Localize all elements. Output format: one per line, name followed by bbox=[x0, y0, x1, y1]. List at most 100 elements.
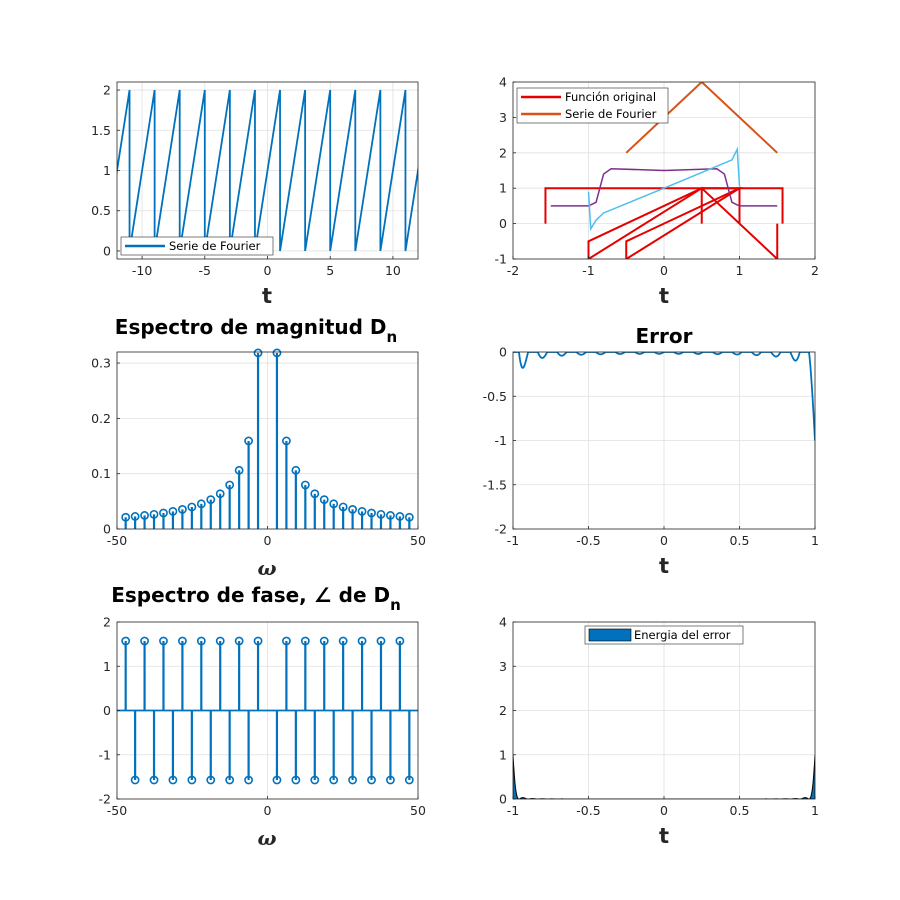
stem-marker bbox=[329, 775, 339, 785]
stem-marker bbox=[140, 511, 149, 520]
stem-marker bbox=[395, 636, 405, 646]
legend-entry: Serie de Fourier bbox=[169, 239, 261, 253]
x-tick-label: 5 bbox=[326, 263, 334, 278]
stem-marker bbox=[310, 489, 320, 499]
title-subscript: n bbox=[390, 596, 401, 614]
plot-area bbox=[544, 82, 784, 259]
stem-marker bbox=[300, 636, 310, 646]
stem-marker bbox=[234, 636, 244, 646]
x-tick-label: -50 bbox=[107, 803, 127, 818]
stem-marker bbox=[272, 775, 282, 785]
legend: Energia del error bbox=[584, 625, 744, 645]
legend: Serie de Fourier bbox=[120, 236, 274, 256]
stem-marker bbox=[376, 509, 386, 519]
series-line-1 bbox=[587, 186, 779, 259]
y-tick-label: 0.1 bbox=[91, 466, 111, 481]
stem-marker bbox=[234, 465, 244, 475]
legend-entry: Serie de Fourier bbox=[565, 107, 657, 121]
stem-marker bbox=[215, 489, 225, 499]
stem-marker bbox=[140, 636, 149, 646]
stem-marker bbox=[196, 499, 206, 509]
y-tick-label: -1 bbox=[495, 433, 507, 448]
panel-energia: -1 -0.5 0 0.5 1 0 1 2 3 4 t Energia del error bbox=[499, 615, 819, 849]
y-tick-label: 0 bbox=[103, 703, 111, 718]
x-tick-label: -50 bbox=[107, 533, 127, 548]
stem-marker bbox=[367, 775, 376, 785]
x-tick-label: 0.5 bbox=[730, 803, 750, 818]
y-tick-label: 1 bbox=[499, 747, 507, 762]
stem-marker bbox=[282, 636, 291, 646]
stem-marker bbox=[338, 636, 348, 646]
stem-marker bbox=[329, 499, 339, 509]
legend: Función original Serie de Fourier bbox=[516, 87, 669, 124]
legend-entry: Energia del error bbox=[634, 628, 731, 642]
stem-marker bbox=[244, 436, 253, 446]
chart-title: Espectro de magnitud Dn bbox=[115, 315, 397, 346]
x-tick-label: 0 bbox=[264, 263, 272, 278]
stem-marker bbox=[395, 512, 405, 521]
stem-marker bbox=[404, 512, 414, 522]
y-tick-label: 0 bbox=[499, 345, 507, 360]
x-tick-label: 0 bbox=[264, 533, 272, 548]
title-main: Espectro de fase, ∠ de D bbox=[111, 583, 390, 607]
x-tick-label: 1 bbox=[736, 263, 744, 278]
y-tick-label: 1 bbox=[103, 659, 111, 674]
stem-marker bbox=[244, 775, 253, 785]
stem-marker bbox=[196, 636, 206, 646]
stem-marker bbox=[121, 636, 131, 646]
stem-marker bbox=[206, 775, 216, 785]
legend-entry: Función original bbox=[565, 90, 656, 104]
stem-marker bbox=[291, 775, 301, 785]
y-tick-label: -2 bbox=[99, 792, 111, 807]
stem-marker bbox=[168, 775, 178, 785]
x-tick-label: 0 bbox=[660, 803, 668, 818]
y-tick-label: 1 bbox=[103, 163, 111, 178]
stem-marker bbox=[253, 636, 263, 646]
stem-marker bbox=[159, 508, 168, 518]
x-tick-label: -2 bbox=[507, 263, 519, 278]
series-line-3 bbox=[550, 167, 778, 207]
panel-fase: Espectro de fase, ∠ de Dn -50 0 50-2-1012 … bbox=[99, 583, 426, 850]
ticks: -50 0 50 -2 -1 0 1 2 bbox=[99, 615, 426, 819]
stem-marker bbox=[376, 636, 386, 646]
y-tick-label: -1.5 bbox=[483, 477, 507, 492]
series-line-4 bbox=[587, 146, 741, 232]
x-axis-label: t bbox=[659, 824, 669, 848]
stem-marker bbox=[282, 436, 291, 446]
y-tick-label: 2 bbox=[103, 83, 111, 98]
plot-area bbox=[117, 636, 418, 785]
stem-marker bbox=[225, 775, 235, 785]
y-tick-label: 2 bbox=[499, 703, 507, 718]
y-tick-label: 1 bbox=[499, 181, 507, 196]
y-tick-label: 1.5 bbox=[91, 123, 111, 138]
legend-box bbox=[516, 87, 669, 124]
x-tick-label: -10 bbox=[132, 263, 152, 278]
stem-marker bbox=[159, 636, 168, 646]
panel-serie: -10 -5 0 5 10 0 0.5 1 1.5 2 t Serie de Fourier bbox=[91, 81, 419, 308]
ticks: -1 -0.5 0 0.5 1 0 1 2 3 4 bbox=[499, 615, 819, 819]
stem-marker bbox=[300, 480, 310, 490]
stem-marker bbox=[225, 480, 235, 490]
stem-marker bbox=[187, 775, 197, 785]
y-tick-label: -0.5 bbox=[483, 389, 507, 404]
y-tick-label: 4 bbox=[499, 75, 507, 90]
y-tick-label: 0.5 bbox=[91, 203, 111, 218]
y-tick-label: 0 bbox=[103, 243, 111, 258]
plot-area bbox=[121, 348, 414, 529]
title-subscript: n bbox=[387, 328, 398, 346]
stem-marker bbox=[149, 509, 159, 519]
series-line-2 bbox=[625, 82, 778, 154]
stem-marker bbox=[253, 348, 263, 358]
x-tick-label: -5 bbox=[199, 263, 211, 278]
y-tick-label: 0 bbox=[499, 216, 507, 231]
ticks: -1 -0.5 0 0.5 1 -2 -1.5 -1 -0.5 0 bbox=[483, 345, 819, 549]
stem-marker bbox=[338, 502, 348, 512]
y-tick-label: 3 bbox=[499, 110, 507, 125]
x-tick-label: -0.5 bbox=[576, 533, 600, 548]
chart-title: Error bbox=[636, 324, 693, 348]
